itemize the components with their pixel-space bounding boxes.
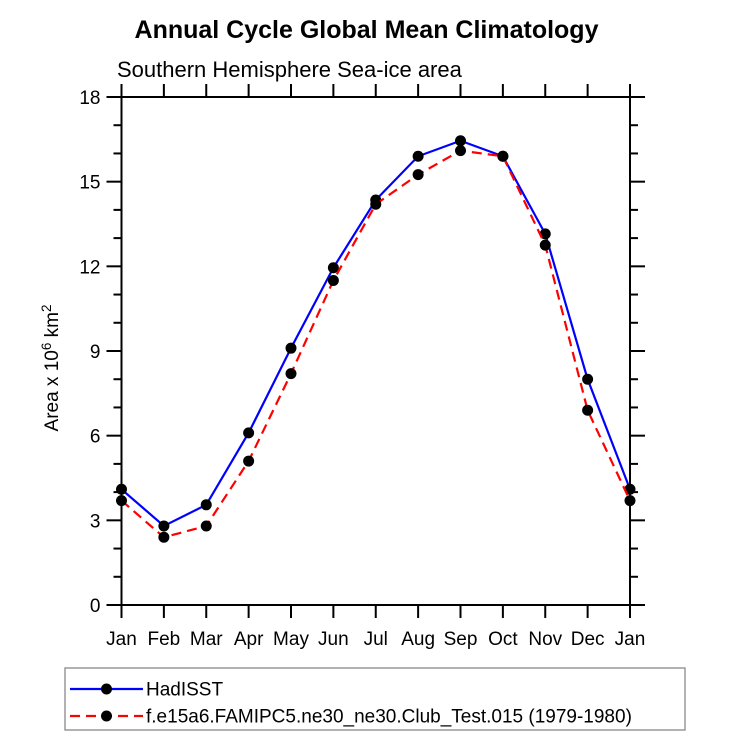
- series-model: [116, 145, 636, 543]
- x-tick-label: Jun: [318, 629, 349, 650]
- x-axes: Jan Feb Mar Apr May Jun Jul Aug Sep Oct Nov Dec Jan: [106, 84, 645, 650]
- legend-marker: [101, 683, 112, 695]
- data-point-marker: [624, 495, 636, 507]
- x-tick-label: Dec: [571, 629, 605, 650]
- data-point-marker: [539, 239, 551, 251]
- x-tick-label: Feb: [148, 629, 181, 650]
- data-point-marker: [624, 483, 636, 495]
- data-point-marker: [200, 499, 212, 511]
- legend-marker: [101, 710, 112, 722]
- x-tick-label: Nov: [528, 629, 562, 650]
- y-tick-label: 0: [90, 596, 101, 617]
- data-point-marker: [116, 495, 127, 507]
- data-point-marker: [455, 145, 466, 157]
- data-point-marker: [539, 228, 551, 240]
- y-tick-label: 9: [90, 342, 101, 363]
- data-point-marker: [285, 368, 297, 380]
- legend-row: f.e15a6.FAMIPC5.ne30_ne30.Club_Test.015 …: [70, 707, 632, 728]
- chart-title: Annual Cycle Global Mean Climatology: [134, 16, 599, 44]
- x-tick-label: May: [273, 629, 309, 650]
- y-tick-label: 12: [79, 257, 100, 278]
- data-point-marker: [582, 404, 594, 416]
- data-point-marker: [327, 274, 339, 286]
- data-point-marker: [200, 520, 212, 532]
- data-point-marker: [582, 373, 594, 385]
- x-tick-label: Aug: [401, 629, 435, 650]
- legend: HadISST f.e15a6.FAMIPC5.ne30_ne30.Club_Te…: [64, 667, 686, 731]
- data-point-marker: [370, 198, 382, 210]
- x-tick-label: Mar: [190, 629, 223, 650]
- x-tick-label: Jul: [364, 629, 388, 650]
- data-point-marker: [412, 169, 424, 181]
- data-point-marker: [158, 531, 170, 543]
- data-point-marker: [455, 135, 466, 147]
- chart-subtitle: Southern Hemisphere Sea-ice area: [117, 57, 462, 82]
- data-point-marker: [158, 520, 170, 532]
- series-hadisst: [116, 135, 636, 532]
- x-tick-label: Sep: [444, 629, 478, 650]
- data-point-marker: [327, 262, 339, 274]
- legend-label: HadISST: [146, 680, 223, 701]
- y-tick-label: 18: [79, 88, 100, 109]
- data-point-marker: [243, 455, 255, 467]
- y-axes: 0 3 6 9 12 15 18: [79, 88, 645, 617]
- x-tick-label: Jan: [106, 629, 137, 650]
- data-point-marker: [412, 150, 424, 162]
- plot-frame: [120, 96, 631, 606]
- data-point-marker: [497, 150, 509, 162]
- x-tick-label: Apr: [234, 629, 264, 650]
- legend-box: [64, 667, 686, 731]
- x-tick-label: Oct: [488, 629, 518, 650]
- y-tick-label: 3: [90, 511, 101, 532]
- y-axis-title: Area x 106 km2: [39, 305, 63, 432]
- legend-row: HadISST: [70, 680, 223, 701]
- y-tick-label: 6: [90, 427, 101, 448]
- data-point-marker: [116, 483, 127, 495]
- y-tick-label: 15: [79, 173, 100, 194]
- x-tick-label: Jan: [615, 629, 646, 650]
- legend-label: f.e15a6.FAMIPC5.ne30_ne30.Club_Test.015 …: [146, 707, 632, 728]
- data-point-marker: [243, 427, 255, 439]
- data-point-marker: [285, 342, 297, 354]
